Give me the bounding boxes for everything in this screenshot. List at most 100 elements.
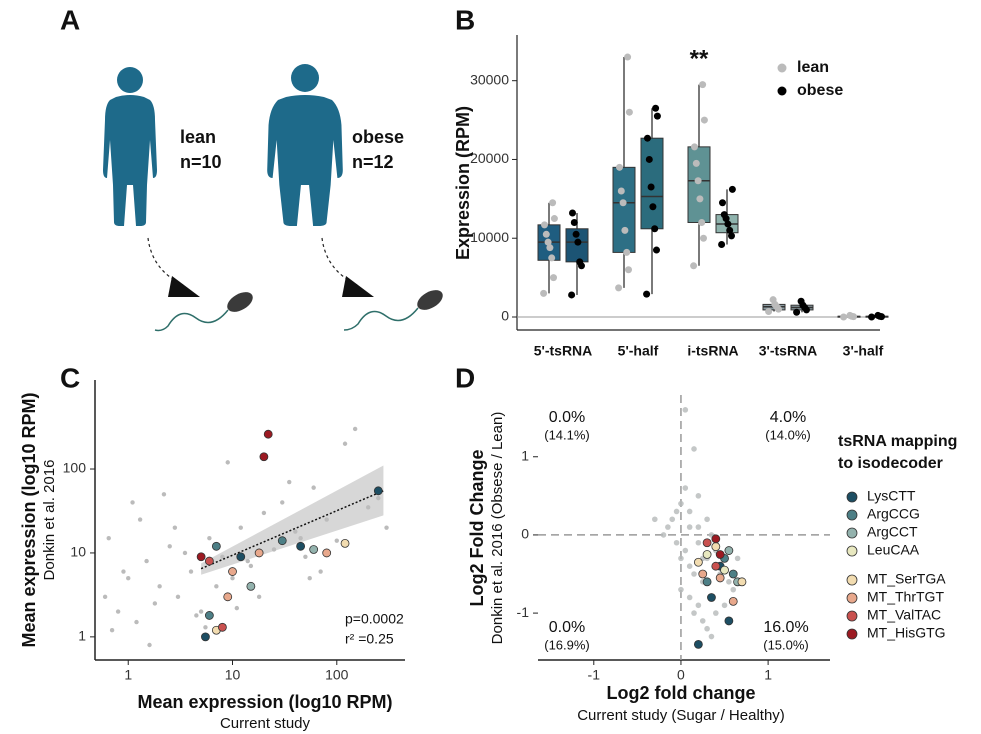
data-point [352,426,358,432]
x-tick-label: i-tsRNA [687,343,738,359]
data-point [694,177,702,185]
data-point [686,508,693,515]
quadrant-sub: (14.1%) [544,427,590,442]
legend-marker [777,63,787,73]
y-axis-subtitle: Donkin et al. 2016 (Obsese / Lean) [489,412,506,645]
data-point [692,159,700,167]
quadrant-sub: (16.9%) [544,637,590,652]
data-point [245,558,250,564]
data-point [619,199,627,207]
data-point [615,284,623,292]
person-head [291,64,319,92]
x-axis-title: Log2 fold change [606,683,755,703]
data-point [540,289,548,297]
data-point [702,550,712,559]
data-point [134,619,139,625]
data-point [144,558,149,564]
legend-title: tsRNA mapping [838,433,957,450]
data-point [544,238,552,246]
data-point [157,584,162,589]
data-point [719,199,726,207]
data-point [645,155,653,163]
data-point [793,308,801,316]
data-point [704,625,710,632]
data-point [623,248,631,256]
x-tick-label: -1 [588,667,601,683]
data-point [711,542,721,552]
highlight-point [277,536,287,546]
data-point [652,104,660,112]
data-point [846,311,854,319]
data-point [546,244,554,252]
quadrant-sub: (15.0%) [763,637,809,652]
data-point [569,209,576,217]
highlight-point [201,632,210,642]
data-point [625,266,632,274]
highlight-point [296,541,306,551]
data-point [720,211,728,219]
quadrant-label: 0.0% [549,619,585,636]
data-point [203,625,208,630]
quadrant-label: 0.0% [549,409,585,426]
data-point [106,535,111,541]
data-point [720,565,729,575]
data-point [700,116,708,124]
data-point [625,108,633,116]
panel-label: D [455,362,475,393]
data-point [737,577,747,587]
highlight-point [263,429,273,439]
data-point [797,297,805,305]
quadrant-sub: (14.0%) [765,427,811,442]
data-point [102,594,108,600]
data-point [175,594,181,600]
panel-label: A [60,4,80,35]
highlight-point [373,486,383,496]
data-point [868,313,876,321]
highlight-point [236,552,246,562]
data-point [726,226,734,234]
data-point [318,569,323,574]
x-tick-label: 5'-tsRNA [534,343,593,359]
data-point [542,230,550,238]
data-point [653,246,660,254]
data-point [334,538,339,543]
data-point [678,500,684,507]
sperm-tail [154,309,229,332]
annotation: ** [690,45,709,72]
data-point [572,230,580,238]
data-point [121,569,126,574]
data-point [342,441,348,446]
data-point [137,517,143,522]
data-point [711,534,721,544]
legend-label: lean [797,59,829,76]
highlight-point [309,545,319,554]
legend-marker [846,592,858,604]
data-point [711,561,721,571]
data-point [693,557,703,567]
confidence-band [201,465,384,575]
data-point [695,493,702,499]
data-point [225,460,230,465]
y-axis-title: Log2 Fold Change [467,450,487,607]
y-axis-title: Expression (RPM) [453,106,473,260]
x-tick-label: 5'-half [618,343,659,359]
data-point [303,554,308,559]
data-point [696,195,704,203]
data-point [198,609,204,614]
highlight-point [254,548,264,558]
data-point [647,183,655,191]
data-point [699,618,706,624]
y-tick-label: -1 [517,604,530,620]
data-point [230,576,235,581]
data-point [541,221,548,229]
box [640,137,664,230]
group-label: obese [352,127,404,147]
data-point [307,576,312,581]
data-point [691,610,697,616]
data-point [708,633,715,640]
x-tick-label: 10 [225,667,241,683]
data-point [147,642,152,648]
data-point [256,594,262,600]
y-axis-subtitle: Donkin et al. 2016 [41,460,58,581]
